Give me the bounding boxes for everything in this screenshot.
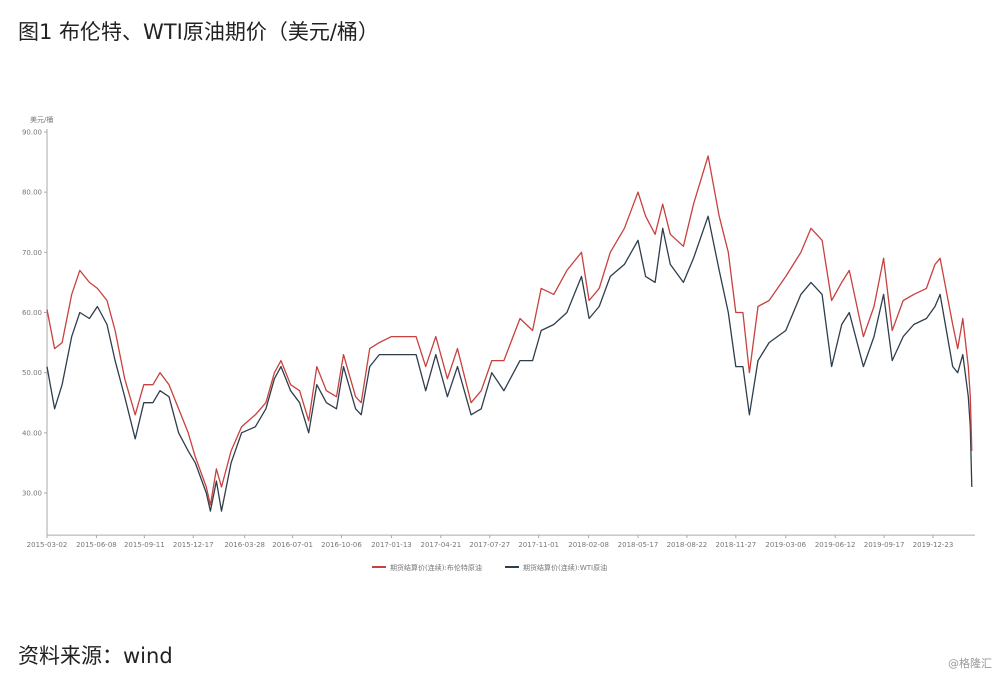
y-tick-label: 50.00	[22, 369, 42, 377]
y-tick-label: 40.00	[22, 429, 42, 437]
y-axis-unit-label: 美元/桶	[30, 115, 53, 124]
x-tick-label: 2015-12-17	[173, 541, 214, 549]
y-tick-label: 70.00	[22, 249, 42, 257]
x-tick-label: 2017-11-01	[518, 541, 559, 549]
x-tick-label: 2015-09-11	[124, 541, 165, 549]
x-tick-label: 2018-05-17	[618, 541, 659, 549]
x-tick-label: 2015-03-02	[27, 541, 68, 549]
x-tick-label: 2018-02-08	[568, 541, 609, 549]
y-tick-label: 60.00	[22, 309, 42, 317]
x-tick-label: 2018-11-27	[715, 541, 756, 549]
watermark: @格隆汇	[948, 657, 992, 670]
legend-label: 期货结算价(连续):布伦特原油	[390, 563, 482, 572]
x-tick-label: 2019-06-12	[815, 541, 856, 549]
x-tick-label: 2016-07-01	[272, 541, 313, 549]
y-tick-label: 30.00	[22, 490, 42, 498]
series-line-wti	[46, 215, 973, 512]
legend-label: 期货结算价(连续):WTI原油	[523, 563, 607, 572]
x-tick-label: 2016-03-28	[224, 541, 265, 549]
x-tick-label: 2018-08-22	[667, 541, 708, 549]
y-tick-label: 90.00	[22, 128, 42, 136]
x-tick-label: 2016-10-06	[321, 541, 362, 549]
chart-title: 图1 布伦特、WTI原油期价（美元/桶）	[18, 20, 379, 44]
x-tick-label: 2017-01-13	[371, 541, 412, 549]
x-tick-label: 2015-06-08	[76, 541, 117, 549]
x-tick-label: 2019-03-06	[765, 541, 806, 549]
x-tick-label: 2019-12-23	[913, 541, 954, 549]
series-line-brent	[46, 155, 973, 506]
source-note: 资料来源：wind	[18, 644, 173, 668]
x-tick-label: 2019-09-17	[864, 541, 905, 549]
y-tick-label: 80.00	[22, 189, 42, 197]
x-tick-label: 2017-04-21	[420, 541, 461, 549]
x-tick-label: 2017-07-27	[469, 541, 510, 549]
